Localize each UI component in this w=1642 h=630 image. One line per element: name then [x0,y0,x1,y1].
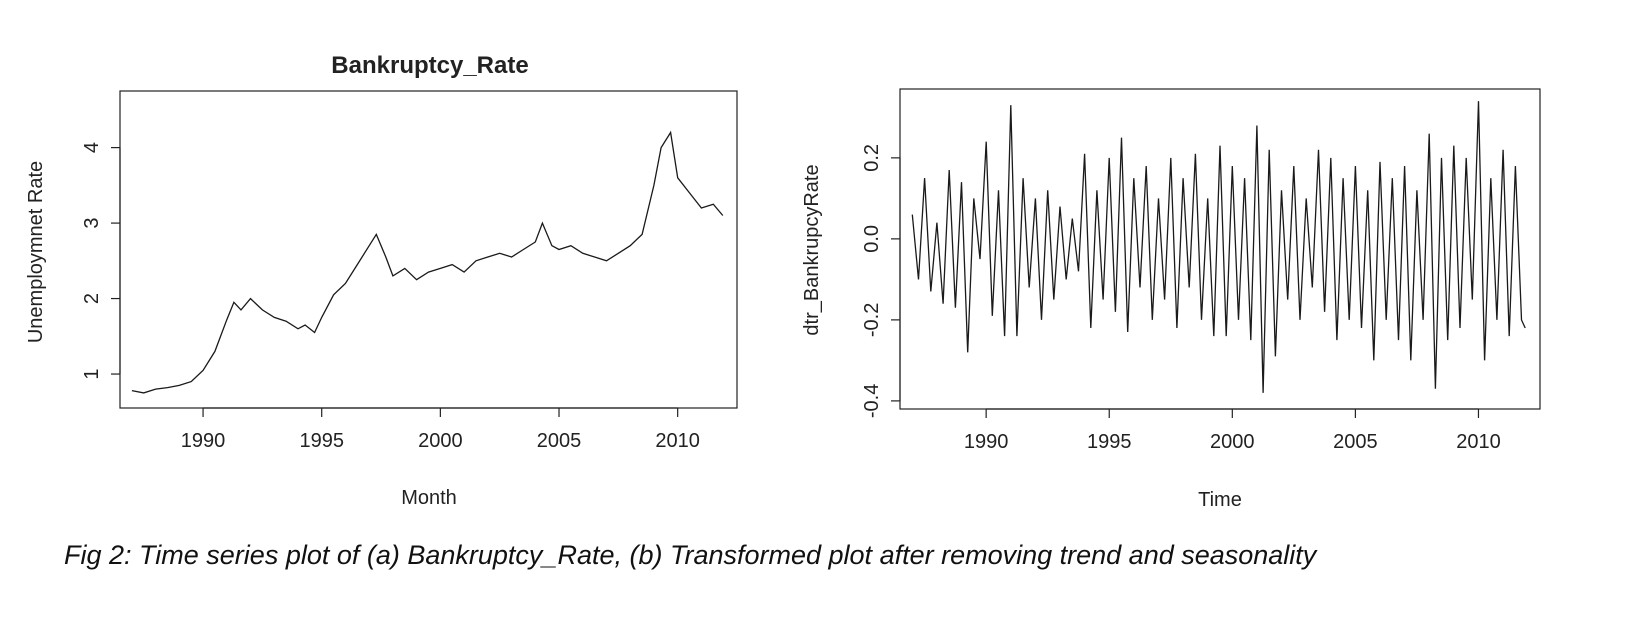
chart-a-x-label: Month [401,487,457,509]
chart-a-y-tick-label: 1 [81,368,103,379]
chart-a-y-tick-label: 3 [81,218,103,229]
chart-a-x-tick-label: 2000 [418,430,463,452]
chart-a-y-tick-label: 2 [81,293,103,304]
chart-b-x-tick-label: 1995 [1087,431,1132,453]
chart-a-x-tick-label: 1995 [299,430,344,452]
chart-b-y-axis: -0.4 -0.2 0.0 0.2 [861,144,901,418]
chart-a-y-tick-label: 4 [81,142,103,153]
chart-b-y-tick-label: 0.0 [861,225,883,253]
chart-a-series-line [131,130,724,394]
chart-a-x-axis: 1990 1995 2000 2005 2010 [181,407,700,452]
chart-b-y-tick-label: -0.2 [861,303,883,337]
panel-a-bankruptcy-rate: Bankruptcy_Rate 1990 1995 2000 2005 2010 1 2 3… [25,52,738,509]
chart-b-x-tick-label: 2005 [1333,431,1378,453]
chart-b-x-label: Time [1198,489,1242,511]
chart-b-y-tick-label: -0.4 [861,384,883,418]
chart-a-y-label: Unemploymnet Rate [25,161,47,343]
chart-a-plot-frame [119,90,738,409]
panel-b-detrended-rate: 1990 1995 2000 2005 2010 -0.4 -0.2 0.0 0.2 Time… [801,88,1541,511]
chart-b-x-tick-label: 1990 [964,431,1009,453]
chart-b-x-tick-label: 2000 [1210,431,1255,453]
chart-a-x-tick-label: 2005 [537,430,582,452]
chart-a-title: Bankruptcy_Rate [331,52,528,79]
chart-b-series-line [911,101,1526,393]
chart-b-y-tick-label: 0.2 [861,144,883,172]
chart-a-x-tick-label: 2010 [655,430,700,452]
chart-b-x-axis: 1990 1995 2000 2005 2010 [964,408,1501,453]
figure-caption: Fig 2: Time series plot of (a) Bankruptc… [64,540,1317,570]
chart-a-x-tick-label: 1990 [181,430,226,452]
chart-b-x-tick-label: 2010 [1456,431,1501,453]
chart-a-y-axis: 1 2 3 4 [81,142,121,380]
chart-b-y-label: dtr_BankrupcyRate [801,164,823,335]
